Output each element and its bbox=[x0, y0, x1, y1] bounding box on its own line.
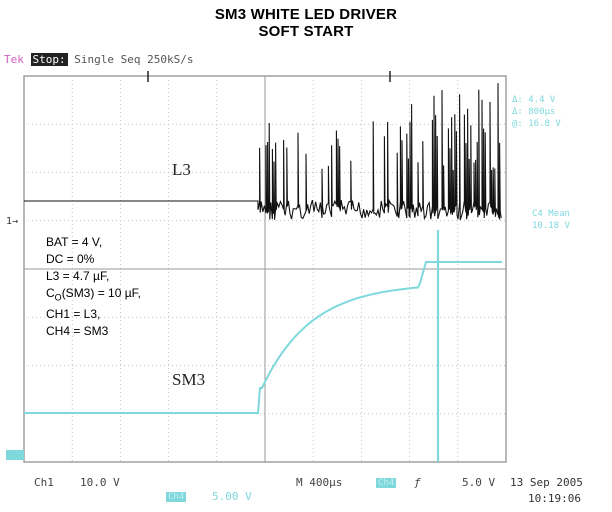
cursor-delta-time: Δ: 800µs bbox=[512, 107, 556, 117]
note-co: CO(SM3) = 10 µF, bbox=[46, 286, 141, 303]
cursor-readouts: Δ: 4.4 V Δ: 800µs @: 16.8 V bbox=[512, 94, 561, 130]
test-conditions: BAT = 4 V, DC = 0% L3 = 4.7 µF, CO(SM3) … bbox=[46, 234, 141, 340]
note-dc: DC = 0% bbox=[46, 252, 95, 266]
scope-mode: Single Seq bbox=[74, 53, 141, 66]
scope-brand: Tek bbox=[4, 53, 24, 66]
capture-date: 13 Sep 2005 bbox=[510, 476, 583, 489]
ch4-mean-value: 10.18 V bbox=[532, 221, 570, 231]
note-ch4: CH4 = SM3 bbox=[46, 324, 109, 339]
trace-label-sm3: SM3 bbox=[172, 370, 206, 389]
cursor-at-voltage: @: 16.8 V bbox=[512, 119, 561, 129]
note-l3: L3 = 4.7 µF, bbox=[46, 269, 110, 283]
ch1-ground-marker: 1→ bbox=[6, 216, 18, 227]
note-bat: BAT = 4 V, bbox=[46, 235, 103, 249]
scope-sample-rate: 250kS/s bbox=[147, 53, 194, 66]
ch4-ground-marker bbox=[6, 450, 24, 460]
note-ch1: CH1 = L3, bbox=[46, 307, 101, 322]
ch4-label: Ch4 bbox=[166, 492, 187, 502]
ch1-label: Ch1 bbox=[34, 476, 54, 489]
scope-state: Stop: bbox=[30, 53, 68, 66]
ch4-mean-label: C4 Mean bbox=[532, 209, 570, 219]
trigger-level: 5.0 V bbox=[462, 476, 496, 489]
cursor-delta-voltage: Δ: 4.4 V bbox=[512, 95, 556, 105]
trace-ch1-l3 bbox=[24, 83, 502, 221]
trigger-channel: Ch4 bbox=[376, 478, 397, 488]
ch1-scale: 10.0 V bbox=[80, 476, 120, 489]
ch4-mean-readout: C4 Mean 10.18 V bbox=[532, 208, 570, 232]
trigger-slope-icon: ƒ bbox=[414, 476, 421, 489]
ch4-scale: 5.00 V bbox=[212, 490, 252, 503]
scope-status-bar: Tek Stop: Single Seq 250kS/s bbox=[4, 53, 193, 66]
timebase: M 400µs bbox=[296, 476, 343, 489]
chart-title-line2: SOFT START bbox=[258, 23, 354, 40]
capture-time: 10:19:06 bbox=[528, 492, 581, 505]
trace-label-l3: L3 bbox=[172, 160, 191, 179]
chart-title-line1: SM3 WHITE LED DRIVER bbox=[214, 6, 398, 23]
